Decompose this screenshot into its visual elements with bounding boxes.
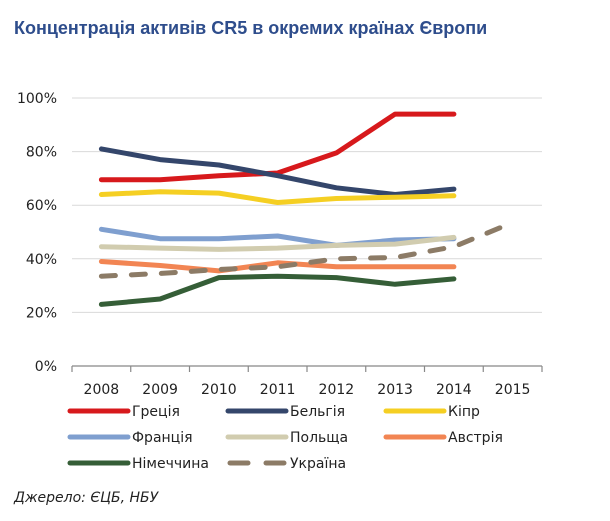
legend-item: Франція <box>67 430 193 446</box>
legend-item: Кіпр <box>383 404 480 420</box>
series-line-7 <box>98 220 516 279</box>
legend-label: Греція <box>132 404 180 420</box>
x-tick-label: 2015 <box>495 382 531 398</box>
legend-item: Польща <box>225 430 348 446</box>
series-line-6 <box>98 273 457 307</box>
legend-label: Австрія <box>448 430 503 446</box>
x-tick-label: 2013 <box>377 382 413 398</box>
legend-label: Німеччина <box>132 456 209 472</box>
series-line-0 <box>98 111 457 183</box>
y-tick-label: 20% <box>26 305 57 321</box>
x-tick-label: 2010 <box>201 382 237 398</box>
legend-item: Бельгія <box>225 404 345 420</box>
legend-item: Австрія <box>383 430 503 446</box>
series-line-1 <box>98 146 457 197</box>
y-tick-label: 40% <box>26 252 57 268</box>
legend: Греція Бельгія Кіпр Франція Польща Австрія Нім… <box>67 404 503 472</box>
x-tick-label: 2011 <box>260 382 296 398</box>
series-line-5 <box>98 259 457 274</box>
y-tick-label: 0% <box>35 359 57 375</box>
x-tick-label: 2014 <box>436 382 472 398</box>
legend-label: Бельгія <box>290 404 345 420</box>
legend-label: Франція <box>132 430 193 446</box>
legend-label: Польща <box>290 430 348 446</box>
chart-title: Концентрація активів CR5 в окремих країн… <box>14 18 488 38</box>
source-note: Джерело: ЄЦБ, НБУ <box>14 490 159 506</box>
x-axis: 2008 2009 2010 2011 2012 2013 2014 2015 <box>71 365 543 398</box>
y-tick-label: 60% <box>26 198 57 214</box>
legend-label: Україна <box>290 456 346 472</box>
y-axis-ticks: 0% 20% 40% 60% 80% 100% <box>17 91 57 375</box>
series-line-4 <box>98 234 457 252</box>
legend-item: Україна <box>227 456 346 472</box>
gridlines <box>72 97 542 313</box>
y-tick-label: 100% <box>17 91 57 107</box>
series-lines <box>98 111 516 307</box>
legend-label: Кіпр <box>448 404 480 420</box>
legend-item: Греція <box>67 404 180 420</box>
legend-item: Німеччина <box>67 456 209 472</box>
x-tick-label: 2008 <box>84 382 120 398</box>
x-tick-label: 2012 <box>319 382 355 398</box>
y-tick-label: 80% <box>26 145 57 161</box>
x-tick-label: 2009 <box>142 382 178 398</box>
series-line-3 <box>98 226 457 248</box>
series-line-2 <box>98 189 457 205</box>
